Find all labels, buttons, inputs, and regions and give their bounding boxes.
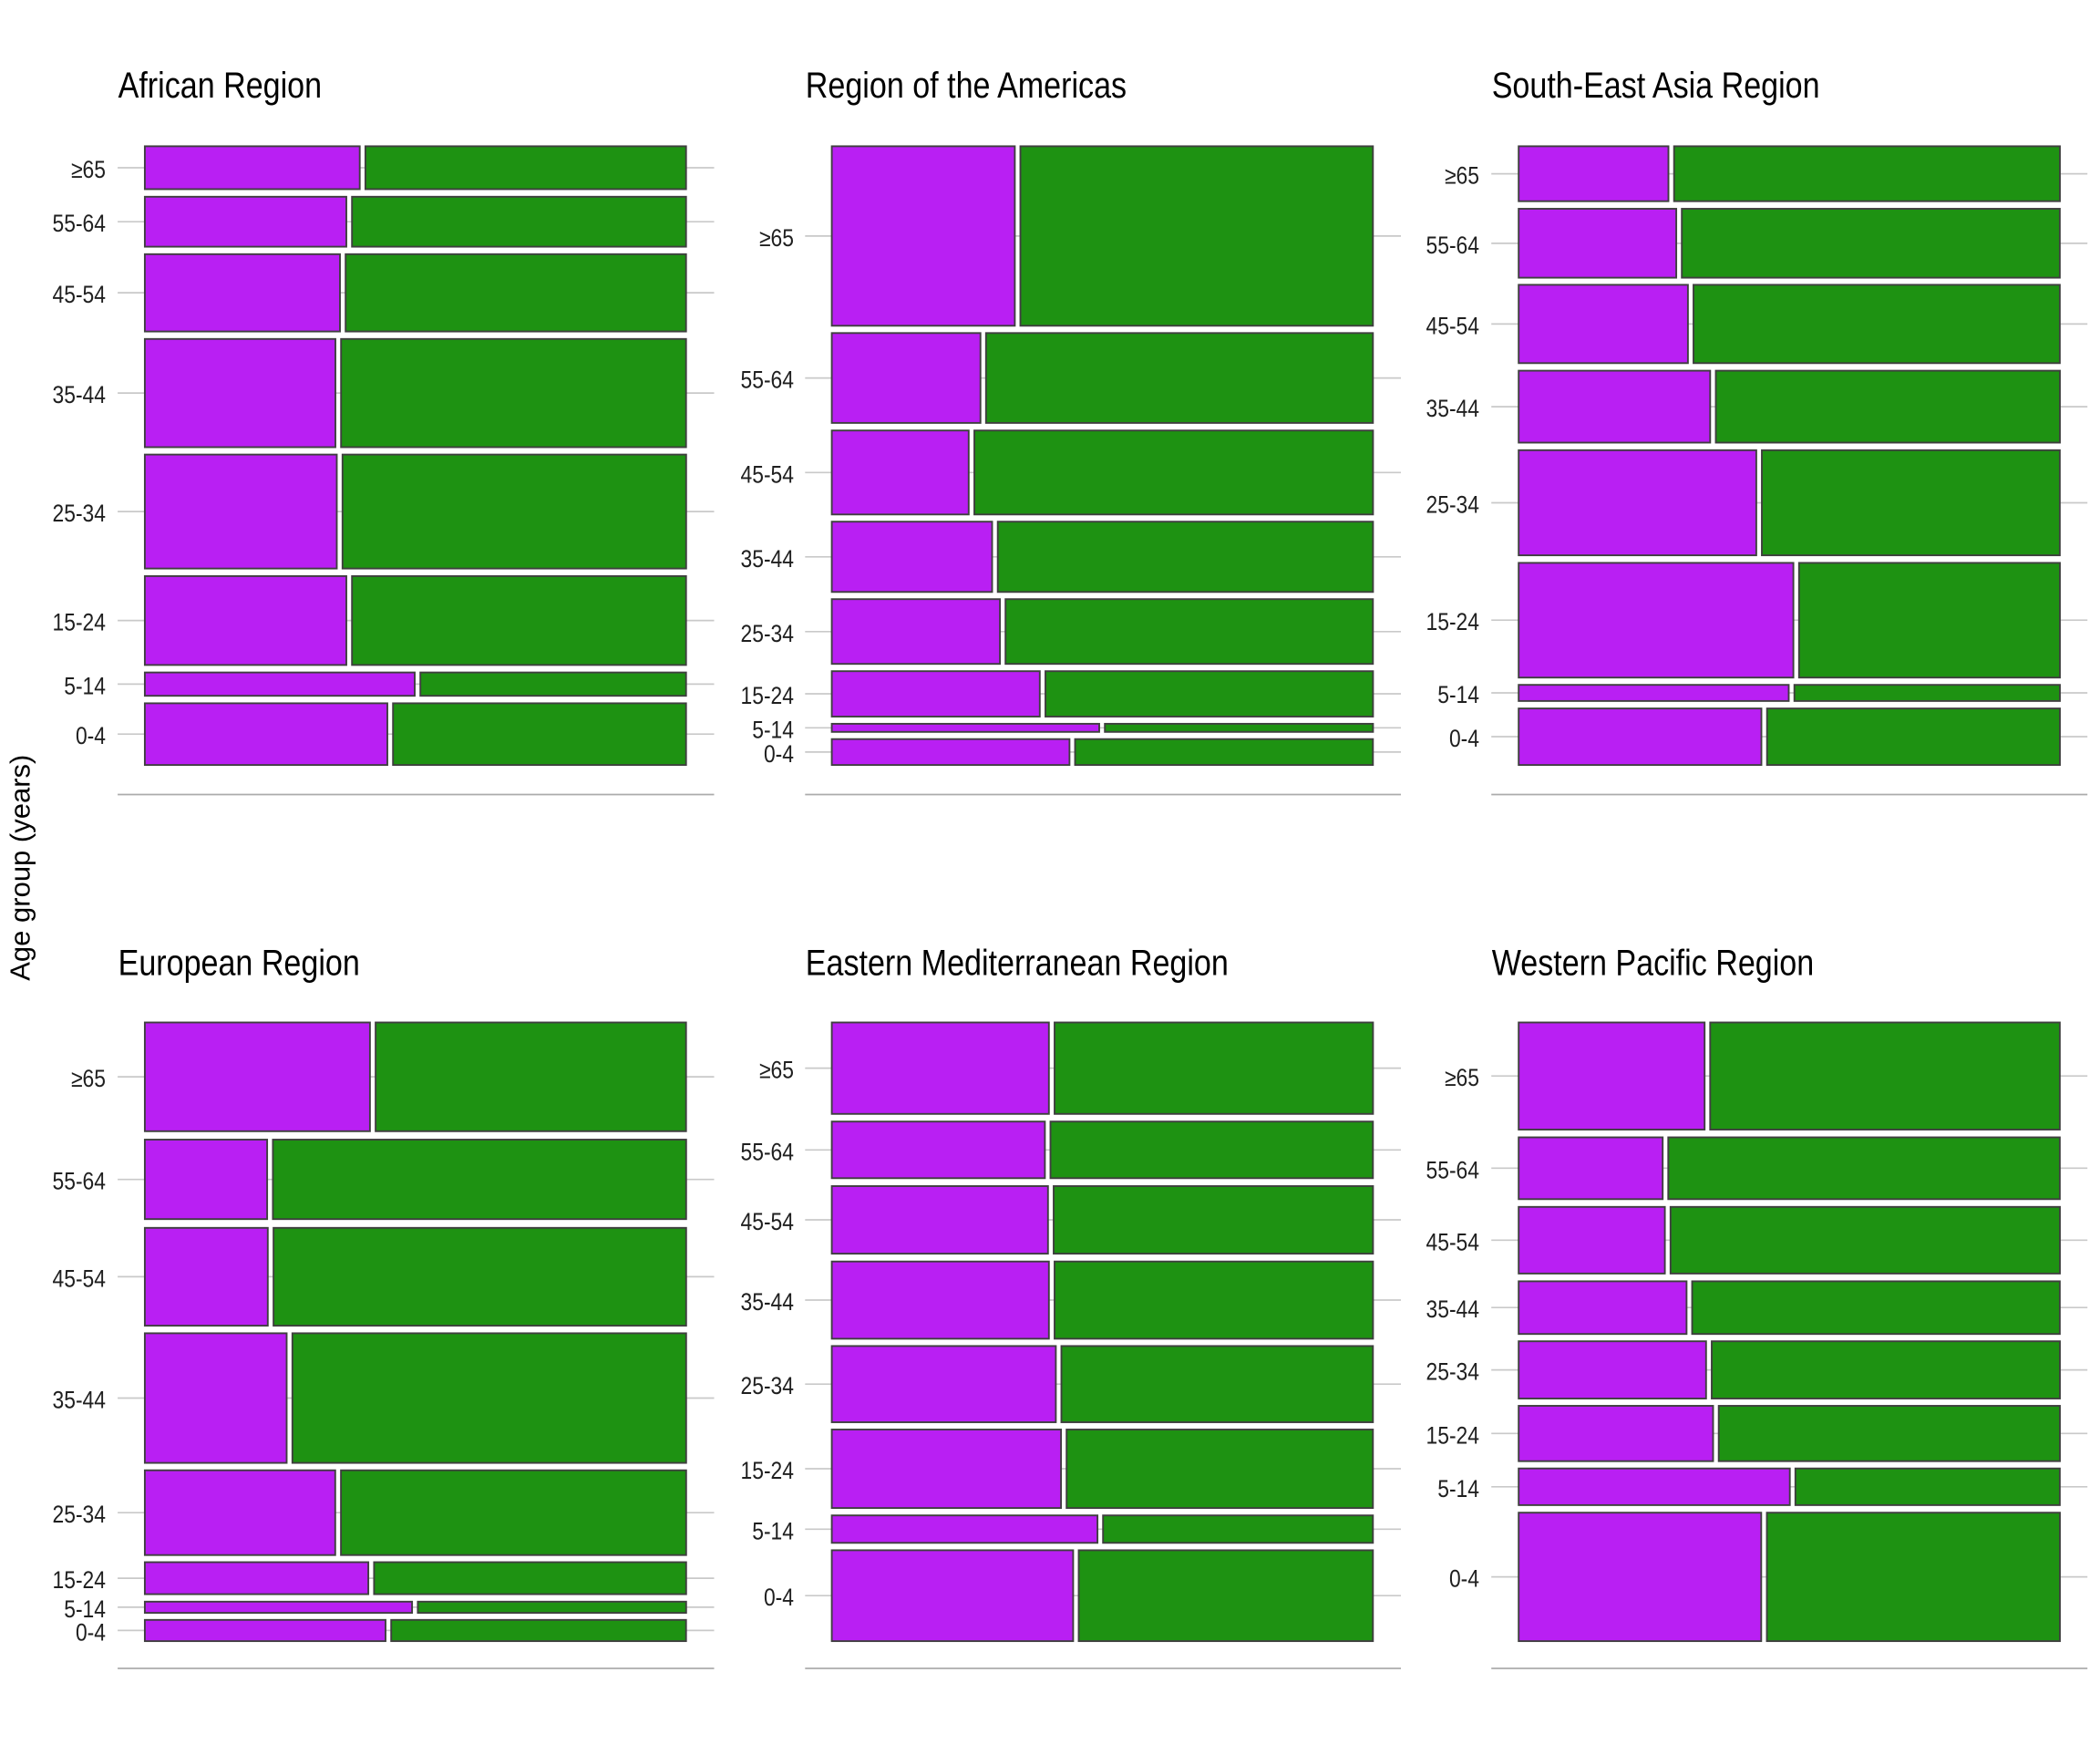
svg-text:0-4: 0-4 (1449, 1566, 1479, 1593)
svg-text:Western Pacific Region: Western Pacific Region (1492, 943, 1814, 983)
svg-text:35-44: 35-44 (1426, 1297, 1480, 1324)
svg-text:≥65: ≥65 (71, 1067, 106, 1093)
svg-text:35-44: 35-44 (53, 1388, 107, 1414)
svg-text:25-34: 25-34 (1426, 1359, 1480, 1386)
svg-text:55-64: 55-64 (53, 1169, 107, 1195)
svg-text:45-54: 45-54 (741, 462, 795, 489)
svg-text:European Region: European Region (118, 943, 360, 983)
svg-text:15-24: 15-24 (1426, 1423, 1480, 1450)
svg-text:35-44: 35-44 (741, 546, 795, 573)
svg-text:55-64: 55-64 (53, 212, 107, 238)
svg-text:≥65: ≥65 (71, 158, 106, 184)
svg-text:35-44: 35-44 (1426, 397, 1480, 423)
svg-text:5-14: 5-14 (64, 674, 106, 700)
svg-text:45-54: 45-54 (1426, 314, 1480, 340)
svg-text:25-34: 25-34 (741, 1374, 795, 1400)
svg-text:South-East Asia Region: South-East Asia Region (1492, 66, 1820, 106)
svg-text:45-54: 45-54 (53, 283, 107, 309)
svg-text:≥65: ≥65 (1445, 1066, 1479, 1092)
svg-text:15-24: 15-24 (53, 610, 107, 636)
svg-text:0-4: 0-4 (76, 724, 106, 750)
svg-text:0-4: 0-4 (764, 1585, 794, 1612)
svg-text:15-24: 15-24 (741, 1459, 795, 1485)
svg-text:35-44: 35-44 (53, 383, 107, 409)
svg-text:5-14: 5-14 (1437, 1476, 1479, 1502)
svg-text:0-4: 0-4 (76, 1620, 106, 1647)
svg-text:25-34: 25-34 (53, 501, 107, 528)
svg-text:25-34: 25-34 (53, 1502, 107, 1529)
svg-text:55-64: 55-64 (1426, 1158, 1480, 1184)
svg-text:5-14: 5-14 (752, 1519, 794, 1545)
svg-text:25-34: 25-34 (1426, 492, 1480, 519)
svg-text:Region of the Americas: Region of the Americas (806, 66, 1127, 106)
svg-text:15-24: 15-24 (53, 1568, 107, 1595)
svg-text:55-64: 55-64 (741, 367, 795, 394)
svg-text:5-14: 5-14 (752, 717, 794, 744)
svg-text:45-54: 45-54 (1426, 1230, 1480, 1256)
svg-text:Age group (years): Age group (years) (4, 755, 36, 981)
svg-text:15-24: 15-24 (741, 684, 795, 710)
svg-text:45-54: 45-54 (53, 1266, 107, 1293)
svg-text:35-44: 35-44 (741, 1290, 795, 1316)
svg-text:≥65: ≥65 (759, 225, 794, 252)
svg-text:0-4: 0-4 (764, 741, 794, 768)
svg-text:55-64: 55-64 (741, 1140, 795, 1166)
svg-text:≥65: ≥65 (1445, 163, 1479, 190)
svg-text:≥65: ≥65 (759, 1058, 794, 1084)
svg-text:0-4: 0-4 (1449, 727, 1479, 753)
svg-text:5-14: 5-14 (64, 1596, 106, 1623)
svg-text:25-34: 25-34 (741, 621, 795, 647)
svg-text:45-54: 45-54 (741, 1210, 795, 1236)
svg-text:African Region: African Region (118, 66, 322, 106)
svg-text:55-64: 55-64 (1426, 232, 1480, 259)
svg-text:5-14: 5-14 (1437, 683, 1479, 709)
svg-text:Eastern Mediterranean Region: Eastern Mediterranean Region (806, 943, 1229, 983)
svg-text:15-24: 15-24 (1426, 610, 1480, 636)
